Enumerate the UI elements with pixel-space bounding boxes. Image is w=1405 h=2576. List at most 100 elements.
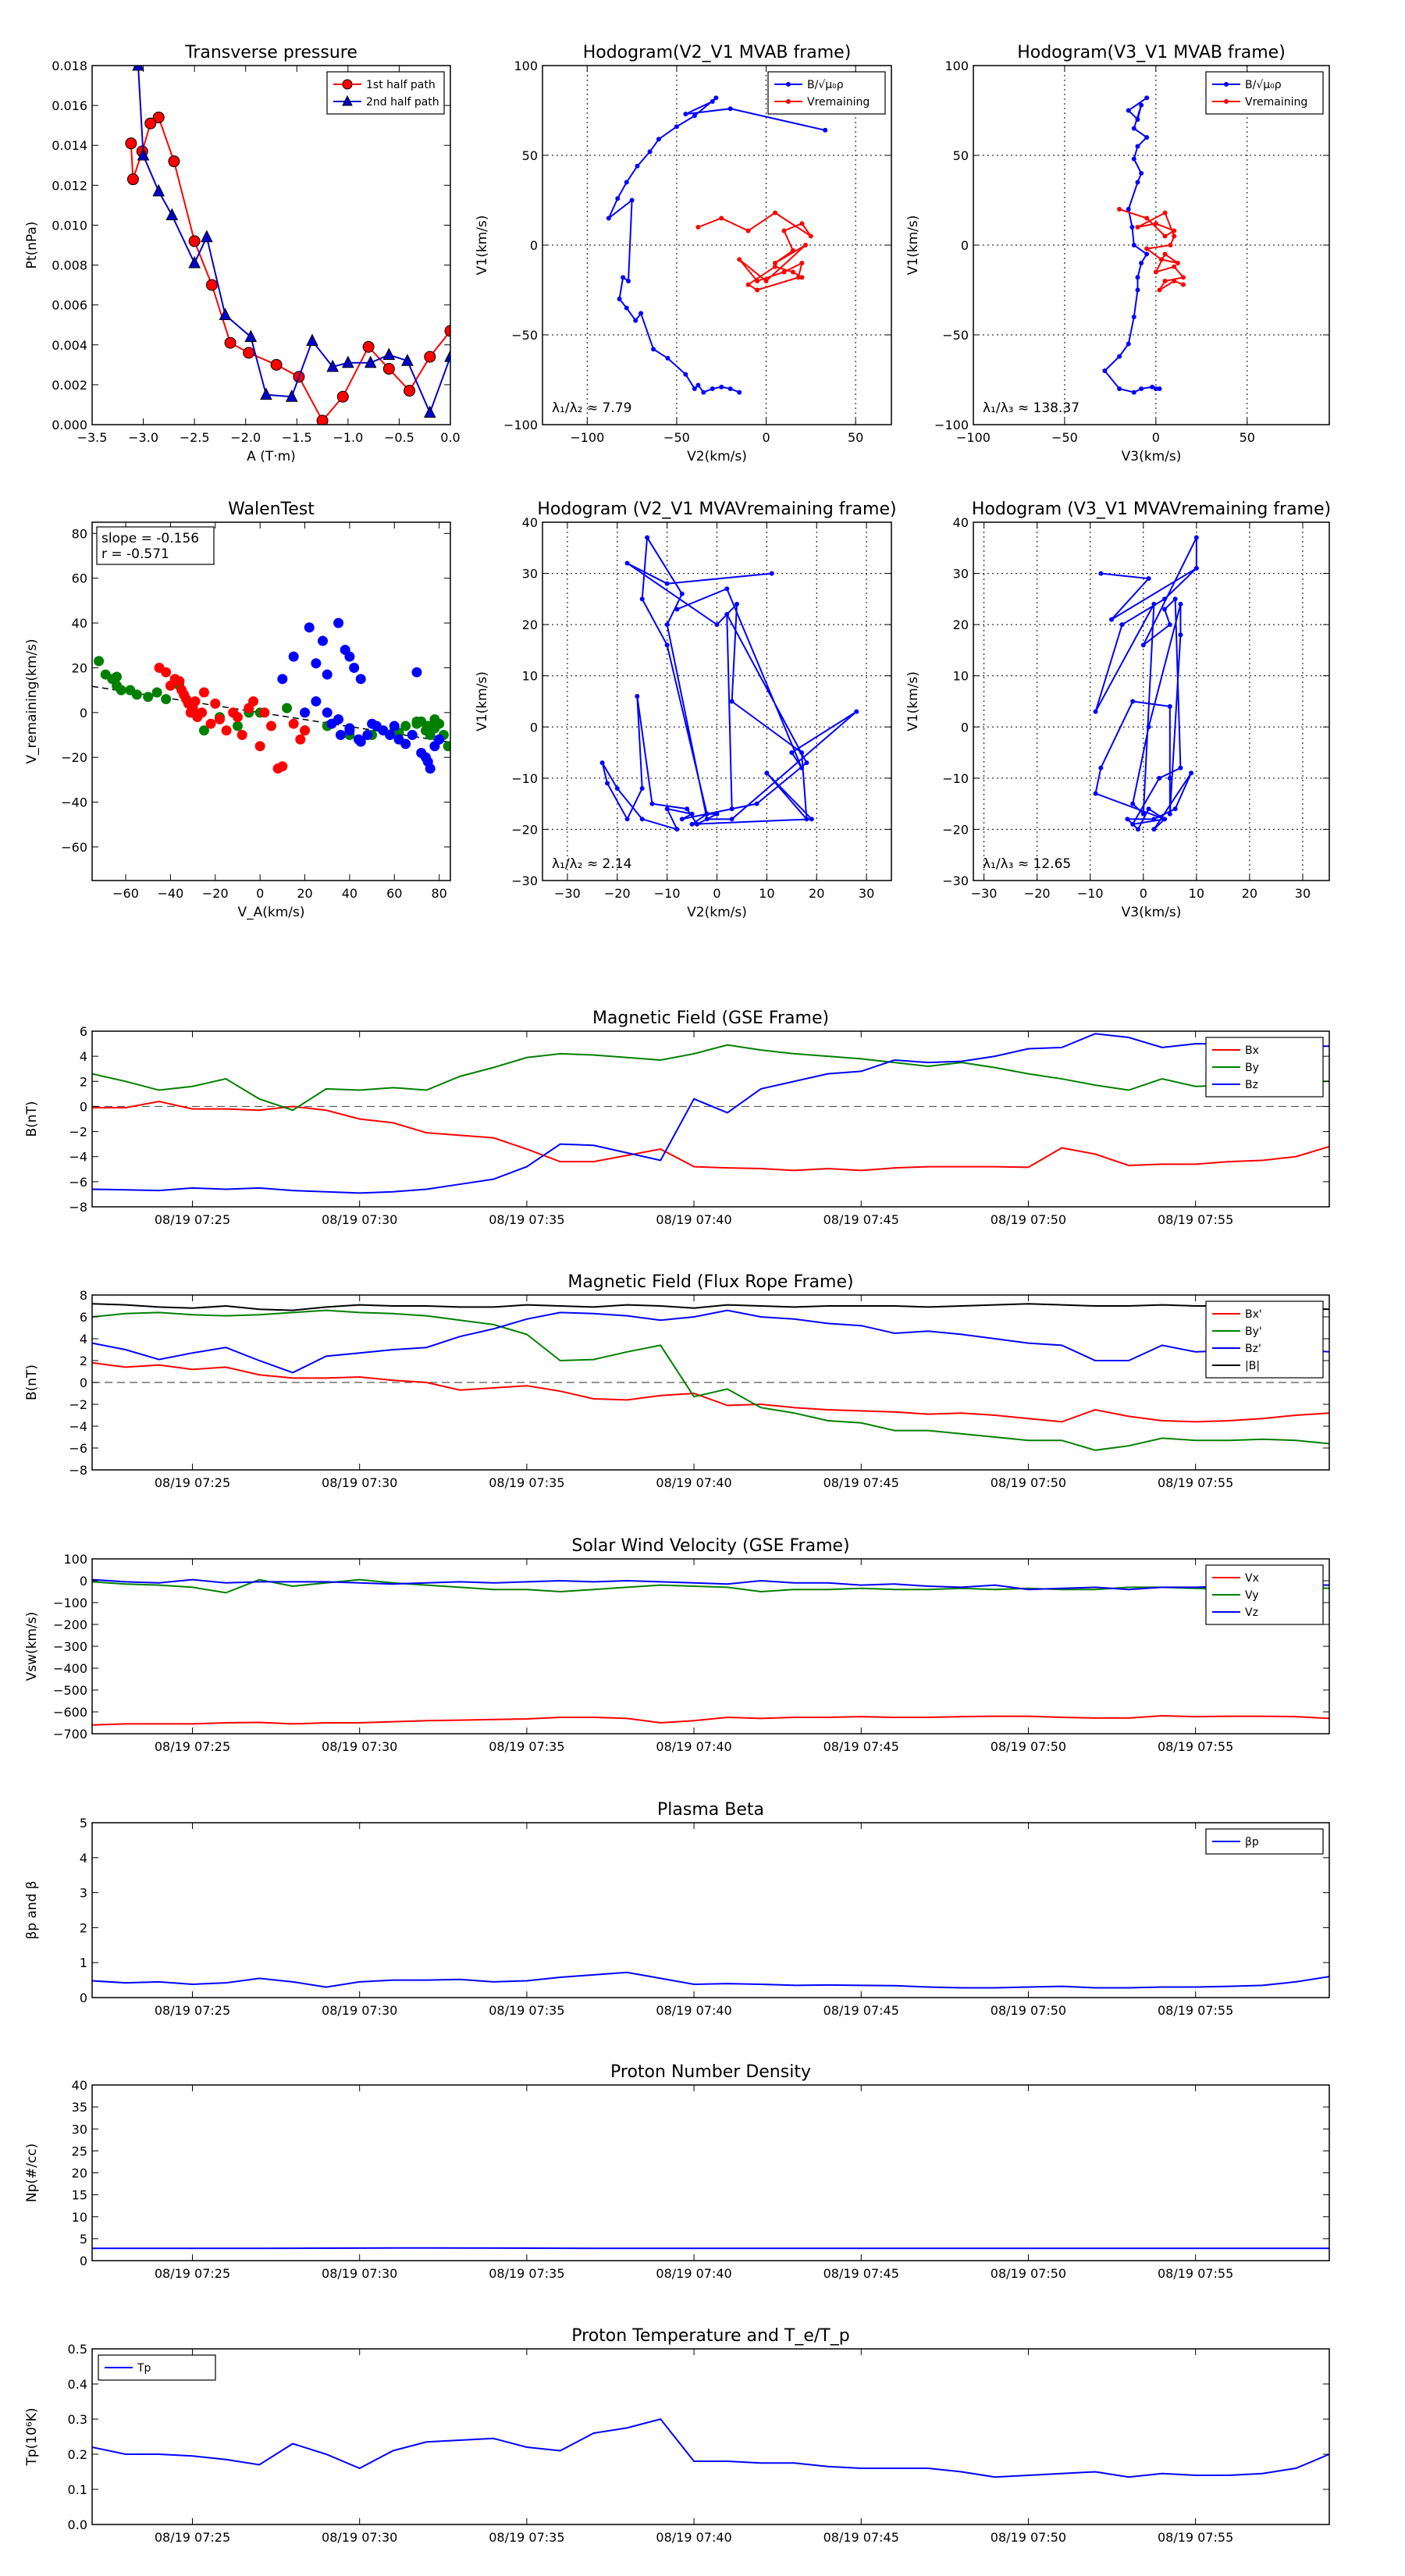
x-tick-label: 08/19 07:40 xyxy=(656,2266,731,2281)
series-vz-line xyxy=(92,1578,1329,1591)
series-0-point xyxy=(1130,699,1136,704)
series-vremaining-point xyxy=(1153,221,1158,226)
y-tick-label: 100 xyxy=(944,59,969,73)
series-1st-half-path-point xyxy=(152,111,165,123)
panel-hmvav3: −30 −20 −10 0 10 20 30 −30 −20 −10 0 10 20 30 40Hodogr… xyxy=(905,500,1331,920)
y-axis-label: V1(km/s) xyxy=(475,671,490,731)
series-b--point xyxy=(606,215,611,221)
series-b--point xyxy=(1150,384,1155,390)
y-tick-label: 5 xyxy=(80,1816,87,1831)
axes-frame xyxy=(91,1822,1330,1998)
x-tick-label: 30 xyxy=(859,886,874,901)
y-tick-label: −4 xyxy=(69,1419,87,1434)
series-2nd-half-path-point xyxy=(137,148,150,161)
series-0-point xyxy=(1119,622,1125,628)
x-tick-label: −40 xyxy=(158,886,184,901)
legend-marker xyxy=(1224,99,1229,104)
series-vremaining-point xyxy=(1144,246,1150,251)
legend-label: βp xyxy=(1245,1836,1259,1848)
panel-vsw: 08/19 07:25 08/19 07:30 08/19 07:35 08/19 0… xyxy=(24,1536,1330,1754)
series-b--point xyxy=(624,180,629,185)
series-0-line xyxy=(92,2247,1329,2250)
y-axis-label: Pt(nPa) xyxy=(24,222,40,269)
series-2nd-half-path-point xyxy=(401,354,414,366)
series-2-point xyxy=(355,736,366,747)
y-tick-label: 2 xyxy=(80,1074,87,1089)
x-tick-label: 10 xyxy=(759,886,774,901)
series-vremaining-point xyxy=(1180,282,1186,287)
series-0-point xyxy=(1172,806,1178,812)
legend: Tp xyxy=(98,2354,216,2381)
x-tick-label: 50 xyxy=(1240,430,1255,445)
series-2nd-half-path-point xyxy=(260,387,272,400)
series-1st-half-path-point xyxy=(205,279,218,291)
series-2-point xyxy=(434,734,445,745)
series-0-point xyxy=(1151,601,1157,607)
series-2nd-half-path-point xyxy=(201,229,213,243)
panel-tp: 08/19 07:25 08/19 07:30 08/19 07:35 08/19 0… xyxy=(24,2326,1330,2545)
series-0-point xyxy=(735,601,740,607)
series-b--point xyxy=(1139,102,1144,108)
y-tick-label: −100 xyxy=(53,1596,87,1610)
series-0-point xyxy=(1093,791,1098,796)
y-tick-label: 50 xyxy=(522,148,538,163)
x-tick-label: 08/19 07:30 xyxy=(322,1475,397,1490)
x-tick-label: −3.0 xyxy=(128,430,158,445)
series-2-point xyxy=(407,730,418,741)
series-2-point xyxy=(344,723,355,734)
series-1st-half-path-point xyxy=(382,362,395,375)
y-tick-label: −100 xyxy=(934,418,969,432)
series-0-point xyxy=(729,699,735,704)
legend: 1st half path 2nd half path xyxy=(326,71,445,115)
series-0-point xyxy=(639,785,645,791)
x-tick-label: 08/19 07:55 xyxy=(1158,1212,1233,1227)
y-tick-label: −50 xyxy=(942,328,969,343)
x-tick-label: −2.0 xyxy=(230,430,261,445)
series-0-point xyxy=(422,720,433,731)
series-0-point xyxy=(1157,775,1162,781)
series-vremaining-point xyxy=(799,275,805,280)
y-tick-label: 40 xyxy=(953,515,969,530)
series-0-point xyxy=(714,622,720,628)
series-0-point xyxy=(704,811,710,817)
series-b--point xyxy=(1139,171,1144,176)
x-tick-label: 30 xyxy=(1295,886,1311,901)
series-0-point xyxy=(282,703,293,713)
x-tick-label: 10 xyxy=(1189,886,1204,901)
y-tick-label: 0.016 xyxy=(52,98,87,113)
series-0-point xyxy=(599,760,605,766)
series-1-point xyxy=(288,718,299,729)
x-tick-label: 08/19 07:25 xyxy=(155,1212,230,1227)
series-0-point xyxy=(143,692,154,703)
series-2-point xyxy=(425,763,436,774)
series-0-point xyxy=(1172,596,1178,602)
y-tick-label: 25 xyxy=(72,2144,87,2158)
y-tick-label: 50 xyxy=(953,148,969,163)
series-b--point xyxy=(1135,287,1140,293)
x-tick-label: 40 xyxy=(342,886,357,901)
x-tick-label: −20 xyxy=(202,886,229,901)
x-tick-label: −30 xyxy=(554,886,581,901)
series-1st-half-path-point xyxy=(188,235,201,247)
series-2-point xyxy=(288,651,299,662)
series-0-point xyxy=(1193,566,1199,571)
series-0-point xyxy=(429,713,440,724)
series-0-point xyxy=(1167,704,1172,710)
chart-title: Solar Wind Velocity (GSE Frame) xyxy=(571,1536,849,1556)
x-tick-label: 08/19 07:55 xyxy=(1158,2003,1233,2018)
series-1-point xyxy=(295,734,306,745)
plot-area xyxy=(606,95,828,395)
panel-hmvab2: −100 −50 0 50 −100 −50 0 50 100 Hodogram(V2_V1 MV… xyxy=(475,43,892,464)
x-tick-label: −3.5 xyxy=(77,430,108,445)
series-2nd-half-path-point xyxy=(326,359,339,372)
series-vremaining-point xyxy=(1175,261,1180,265)
x-tick-label: 08/19 07:25 xyxy=(155,2003,230,2018)
chart-title: Hodogram(V2_V1 MVAB frame) xyxy=(583,43,852,62)
series-0-point xyxy=(1135,827,1140,832)
x-tick-label: 08/19 07:40 xyxy=(656,1212,731,1227)
series-1st-half-path-point xyxy=(243,347,255,359)
series-b--point xyxy=(719,384,724,390)
chart-title: Hodogram(V3_V1 MVAB frame) xyxy=(1017,43,1286,62)
series-2nd-half-path-point xyxy=(244,329,258,343)
series-1st-half-path-point xyxy=(270,358,283,371)
